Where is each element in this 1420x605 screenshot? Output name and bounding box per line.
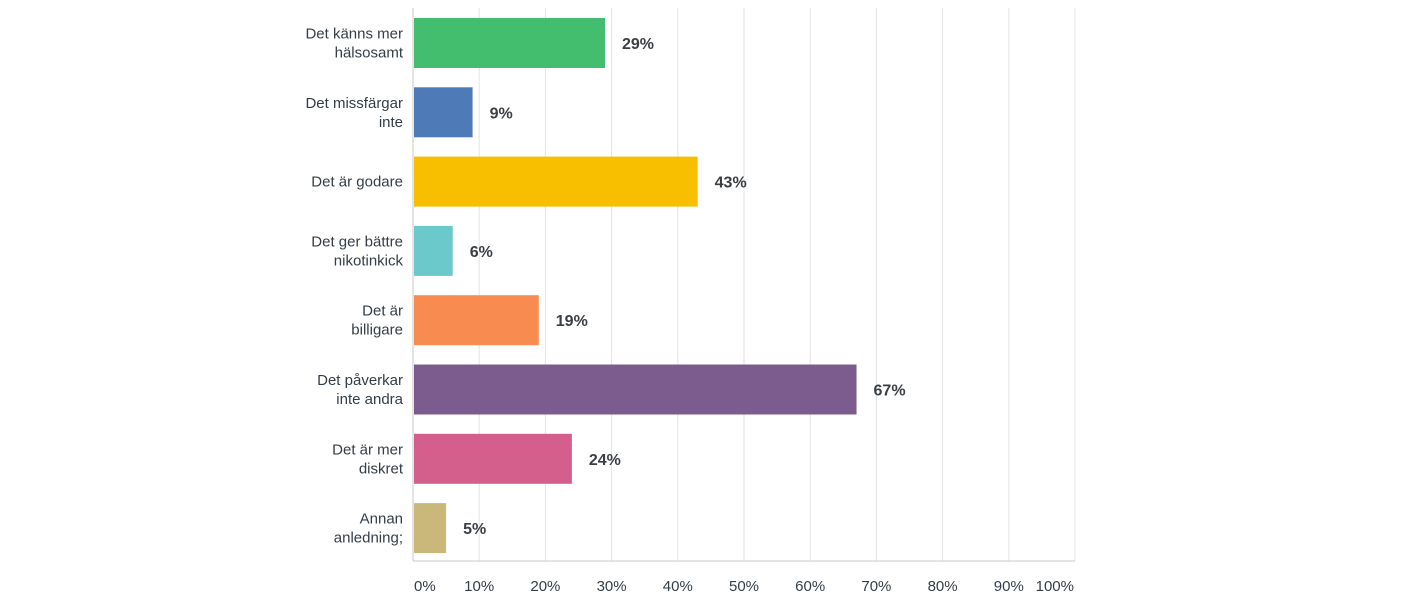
x-tick-label: 30% (597, 578, 627, 595)
data-label: 6% (470, 244, 493, 261)
x-tick-label: 10% (464, 578, 494, 595)
category-label-line: Det är (362, 303, 403, 320)
x-tick-label: 50% (729, 578, 759, 595)
category-label-line: hälsosamt (335, 45, 404, 62)
x-tick-label: 80% (928, 578, 958, 595)
category-label: Det är billigare (351, 303, 403, 339)
data-label: 19% (556, 313, 588, 330)
bar (414, 433, 572, 484)
x-tick-label: 70% (861, 578, 891, 595)
category-label-line: anledning; (334, 530, 403, 547)
category-label-line: Det känns mer (305, 26, 403, 43)
category-label-line: Det är godare (311, 174, 403, 191)
bar (414, 225, 453, 276)
category-label: Det påverkar inte andra (317, 372, 404, 408)
category-label: Det missfärgar inte (305, 95, 403, 131)
data-label: 9% (490, 105, 513, 122)
category-label: Det är mer diskret (332, 441, 404, 477)
x-tick-label: 20% (530, 578, 560, 595)
category-label-line: Det påverkar (317, 372, 403, 389)
bar (414, 503, 447, 554)
data-label: 24% (589, 452, 621, 469)
category-label: Det känns mer hälsosamt (305, 26, 403, 62)
category-label-line: Det ger bättre (311, 233, 403, 250)
bar (414, 295, 539, 346)
category-label-line: Annan (360, 511, 403, 528)
category-label-line: inte andra (336, 391, 403, 408)
x-tick-label: 100% (1036, 578, 1074, 595)
category-label-line: diskret (359, 460, 404, 477)
bar (414, 156, 698, 207)
category-label-line: Det missfärgar (305, 95, 403, 112)
x-tick-label: 60% (795, 578, 825, 595)
x-tick-label: 90% (994, 578, 1024, 595)
category-label-line: nikotinkick (334, 252, 404, 269)
gridlines (478, 8, 1076, 561)
category-label-line: billigare (351, 322, 403, 339)
bars: 29% Det känns mer hälsosamt 9% Det missfärga… (305, 18, 906, 554)
data-label: 43% (715, 175, 747, 192)
data-label: 5% (463, 521, 486, 538)
category-label-line: Det är mer (332, 441, 403, 458)
category-label-line: inte (379, 114, 403, 131)
x-tick-labels: 0% 10% 20% 30% 40% 50% 60% 70% 80% 90% 100% (414, 578, 1074, 595)
x-tick-label: 40% (663, 578, 693, 595)
bar (414, 18, 605, 68)
category-label: Det ger bättre nikotinkick (311, 233, 403, 269)
bar (414, 364, 857, 415)
data-label: 67% (874, 383, 906, 400)
category-label: Det är godare (311, 174, 403, 191)
x-tick-label: 0% (414, 578, 436, 595)
data-label: 29% (622, 36, 654, 53)
bar (414, 87, 473, 138)
category-label: Annan anledning; (334, 511, 403, 547)
